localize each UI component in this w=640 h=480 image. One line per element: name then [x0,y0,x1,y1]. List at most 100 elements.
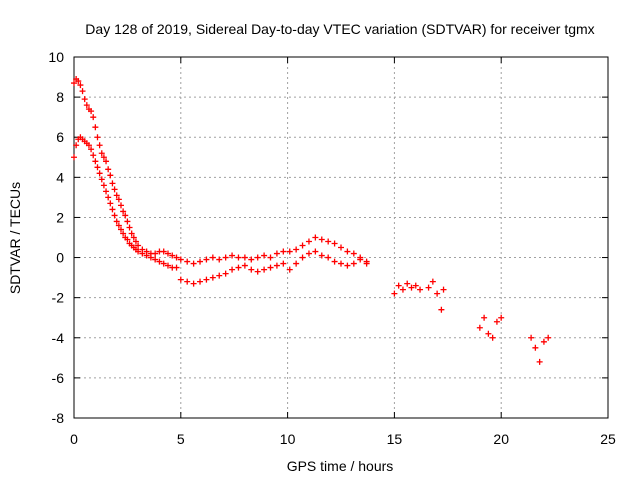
data-point [545,334,552,341]
data-point [331,258,338,265]
data-point [105,194,112,201]
data-point [350,260,357,267]
y-tick-label: 8 [56,89,64,105]
data-point [135,242,142,249]
data-point [120,208,127,215]
series-2 [391,278,552,365]
x-tick-label: 20 [493,431,509,447]
x-tick-label: 5 [177,431,185,447]
data-point [90,152,97,159]
data-point [532,344,539,351]
data-point [391,290,398,297]
data-point [71,154,77,161]
data-point [169,252,176,259]
data-point [312,234,319,241]
data-point [293,260,300,267]
data-point [261,252,268,259]
data-point [318,252,325,259]
data-point [111,186,118,193]
data-point [216,256,223,263]
data-point [135,248,142,255]
data-marks [71,76,552,365]
chart-title: Day 128 of 2019, Sidereal Day-to-day VTE… [85,21,594,37]
data-point [88,146,95,153]
data-point [100,154,107,161]
data-point [222,270,229,277]
data-point [83,102,90,109]
data-point [164,250,171,257]
data-point [429,278,436,285]
data-point [325,254,332,261]
data-point [147,254,154,261]
data-point [498,314,505,321]
data-point [117,202,124,209]
data-point [156,258,163,265]
tick-labels: 0 5 10 15 20 25 -8 -6 -4 -2 0 2 4 6 8 10 [48,49,616,447]
data-point [103,158,110,165]
data-point [485,330,492,337]
data-point [489,334,496,341]
data-point [286,266,293,273]
data-point [197,278,204,285]
data-point [209,274,216,281]
data-point [241,254,248,261]
data-point [209,254,216,261]
y-tick-label: 6 [56,129,64,145]
data-point [417,286,424,293]
data-point [107,200,114,207]
data-point [139,250,146,257]
data-point [190,280,197,287]
y-tick-label: -4 [52,330,65,346]
x-axis-label: GPS time / hours [287,458,394,474]
data-point [122,212,129,219]
data-point [404,280,411,287]
data-point [98,150,105,157]
data-point [338,260,344,267]
plot-frame [73,56,609,419]
data-point [318,236,325,243]
data-point [173,254,180,261]
data-point [235,254,242,261]
y-tick-label: 2 [56,209,64,225]
data-point [476,324,483,331]
data-point [79,88,86,95]
data-point [344,262,351,269]
data-point [126,224,133,231]
data-point [235,264,242,271]
data-point [152,250,159,257]
data-point [105,166,112,173]
data-point [173,264,180,271]
data-point [115,196,122,203]
data-point [143,252,150,259]
data-point [408,284,415,291]
data-point [312,248,319,255]
data-point [434,290,441,297]
data-point [493,318,500,325]
data-point [528,334,535,341]
data-point [273,250,280,257]
x-tick-label: 25 [600,431,616,447]
data-point [81,96,88,103]
axis-ticks [73,56,609,419]
data-point [184,278,191,285]
data-point [331,240,338,247]
data-point [412,282,419,289]
y-tick-label: 0 [56,250,64,266]
data-point [286,248,293,255]
data-point [117,226,124,233]
data-point [164,262,171,269]
data-point [100,182,107,189]
data-point [305,250,312,257]
data-point [216,272,223,279]
data-point [536,358,543,365]
data-point [280,248,287,255]
x-tick-label: 10 [280,431,296,447]
data-point [229,266,236,273]
grid-lines [74,57,608,418]
data-point [109,180,116,187]
data-point [73,142,80,149]
data-point [241,262,248,269]
x-tick-label: 15 [387,431,403,447]
data-point [357,256,364,263]
